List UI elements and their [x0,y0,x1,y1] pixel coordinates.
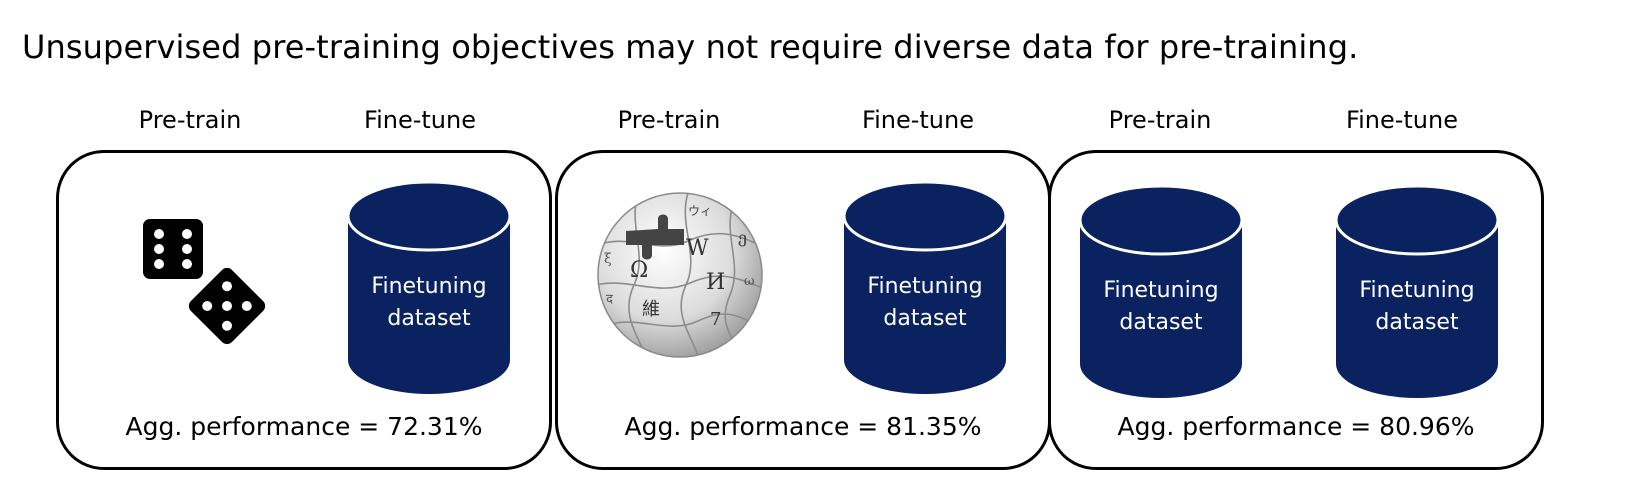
dataset-label-line1: Finetuning [867,274,983,299]
dice-icon [143,219,266,345]
pretrain-label: Pre-train [1108,106,1212,134]
performance-text: Agg. performance = 81.35% [624,412,982,441]
finetuning-dataset-cylinder: Finetuning dataset [345,179,513,397]
dataset-label-line2: dataset [883,306,967,331]
finetuning-dataset-cylinder: Finetuning dataset [1333,183,1501,401]
svg-text:ე: ე [738,228,747,247]
finetuning-dataset-cylinder: Finetuning dataset [841,179,1009,397]
performance-text: Agg. performance = 72.31% [125,412,483,441]
wikipedia-globe-icon: Ω W И 維 7 ウィ ე ξ द ω [597,192,763,358]
finetune-label: Fine-tune [1346,106,1458,134]
svg-text:ω: ω [744,274,755,289]
svg-text:ウィ: ウィ [688,204,712,218]
svg-text:ξ: ξ [604,251,612,267]
svg-text:Ω: Ω [630,258,648,283]
dataset-label-line2: dataset [1375,310,1459,335]
dataset-label-line2: dataset [1119,310,1203,335]
svg-text:И: И [706,270,725,295]
die-lower [188,267,266,345]
dataset-label-line2: dataset [387,306,471,331]
panel-random-pretrain: Finetuning dataset Agg. performance = 72… [56,150,552,470]
svg-text:7: 7 [710,309,721,330]
dataset-label-line1: Finetuning [371,274,487,299]
panel-wikipedia-pretrain: Ω W И 維 7 ウィ ე ξ द ω Finetuning dataset … [555,150,1051,470]
panel-self-pretrain: Finetuning dataset Finetuning dataset Ag… [1048,150,1544,470]
finetune-label: Fine-tune [862,106,974,134]
svg-text:द: द [606,292,614,307]
pretraining-dataset-cylinder: Finetuning dataset [1077,183,1245,401]
pretrain-label: Pre-train [617,106,721,134]
performance-text: Agg. performance = 80.96% [1117,412,1475,441]
svg-text:W: W [686,236,709,261]
pretrain-label: Pre-train [138,106,242,134]
finetune-label: Fine-tune [364,106,476,134]
page-title: Unsupervised pre-training objectives may… [22,28,1359,66]
dataset-label-line1: Finetuning [1103,278,1219,303]
svg-text:維: 維 [642,299,660,320]
dataset-label-line1: Finetuning [1359,278,1475,303]
die-upper [143,219,203,279]
